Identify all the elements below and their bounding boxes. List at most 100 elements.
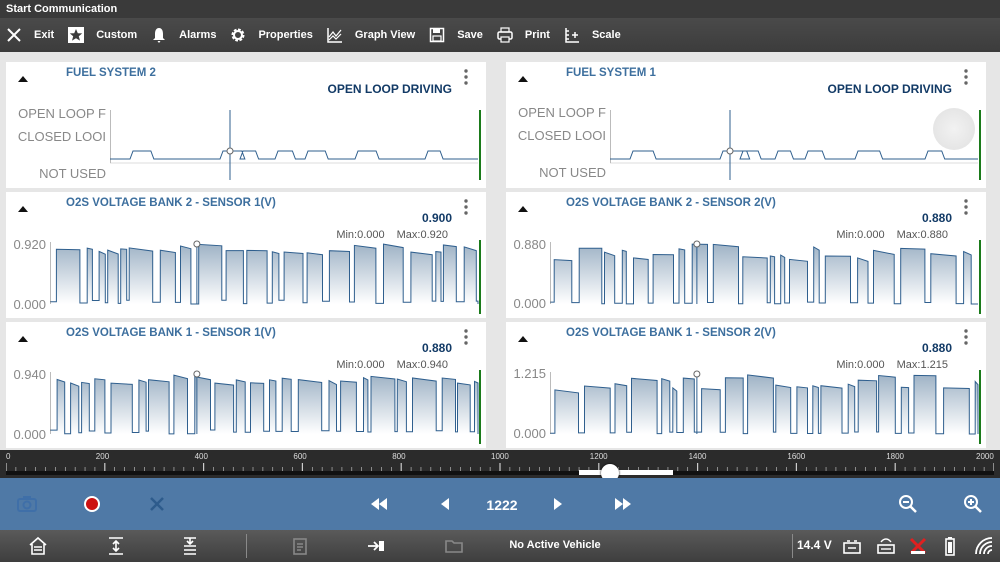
folder-icon[interactable] <box>444 536 464 556</box>
more-menu-icon[interactable] <box>962 198 970 216</box>
collapse-arrow-icon[interactable] <box>16 72 30 86</box>
playback-bar: 1222 <box>0 478 1000 530</box>
y-max-label: 0.920 <box>13 237 46 252</box>
waveform-fill <box>550 244 978 304</box>
step-forward-icon[interactable] <box>547 494 569 514</box>
panel-title: O2S VOLTAGE BANK 1 - SENSOR 2(V) <box>566 327 776 339</box>
save-button[interactable]: Save <box>423 18 491 52</box>
camera-icon[interactable] <box>16 494 38 514</box>
zoom-out-icon[interactable] <box>897 494 919 514</box>
save-label: Save <box>457 29 483 41</box>
custom-button[interactable]: Custom <box>62 18 145 52</box>
panel-o2s-bank2-sensor2: O2S VOLTAGE BANK 2 - SENSOR 2(V) 0.880 M… <box>506 192 986 318</box>
timeline-tick-label: 0 <box>6 452 11 461</box>
bell-icon <box>153 28 166 43</box>
printer-icon <box>497 27 513 43</box>
clipboard-icon[interactable] <box>290 536 310 556</box>
current-value: OPEN LOOP DRIVING <box>327 82 452 96</box>
more-menu-icon[interactable] <box>462 328 470 346</box>
current-value: 0.880 <box>921 211 952 225</box>
collapse-icon[interactable] <box>180 536 200 556</box>
record-icon[interactable] <box>81 494 103 514</box>
y-label-closed-loop: CLOSED LOOI <box>17 129 106 144</box>
waveform-trace <box>550 374 979 435</box>
y-label-open-loop: OPEN LOOP F <box>518 105 606 120</box>
timeline-selected-range[interactable] <box>579 470 673 475</box>
vehicle-status: No Active Vehicle <box>509 539 601 551</box>
step-back-icon[interactable] <box>434 494 456 514</box>
print-button[interactable]: Print <box>491 18 558 52</box>
state-trace <box>110 150 478 160</box>
exit-button[interactable]: Exit <box>0 18 62 52</box>
floppy-icon <box>429 27 445 43</box>
gear-icon <box>231 28 245 42</box>
max-value: Max:1.215 <box>896 359 948 371</box>
max-value: Max:0.940 <box>396 359 448 371</box>
fast-forward-icon[interactable] <box>612 494 634 514</box>
timeline-tick-label: 800 <box>392 452 406 461</box>
collapse-arrow-icon[interactable] <box>516 72 530 86</box>
max-value: Max:0.880 <box>896 229 948 241</box>
panel-title: FUEL SYSTEM 1 <box>566 67 656 79</box>
properties-button[interactable]: Properties <box>224 18 320 52</box>
panel-title: FUEL SYSTEM 2 <box>66 67 156 79</box>
panel-o2s-bank1-sensor2: O2S VOLTAGE BANK 1 - SENSOR 2(V) 0.880 M… <box>506 322 986 448</box>
y-label-not-used: NOT USED <box>39 166 106 181</box>
no-connection-icon <box>909 537 927 555</box>
status-bar: No Active Vehicle 14.4 V <box>0 530 1000 562</box>
rewind-icon[interactable] <box>368 494 390 514</box>
panel-o2s-bank1-sensor1: O2S VOLTAGE BANK 1 - SENSOR 1(V) 0.880 M… <box>6 322 486 448</box>
alarms-label: Alarms <box>179 29 217 41</box>
collapse-arrow-icon[interactable] <box>16 332 30 346</box>
o2s-bank1-sensor2-plot[interactable] <box>550 370 982 444</box>
graph-view-button[interactable]: Graph View <box>321 18 423 52</box>
o2s-bank2-sensor1-plot[interactable] <box>50 240 482 314</box>
y-min-label: 0.000 <box>13 427 46 442</box>
close-icon <box>7 28 21 42</box>
current-value: 0.880 <box>921 341 952 355</box>
more-menu-icon[interactable] <box>462 198 470 216</box>
min-value: Min:0.000 <box>836 229 885 241</box>
more-menu-icon[interactable] <box>962 328 970 346</box>
timeline-track[interactable] <box>6 471 994 475</box>
wifi-icon <box>975 537 993 555</box>
current-value: 0.900 <box>421 211 452 225</box>
more-menu-icon[interactable] <box>962 68 970 86</box>
cursor-point <box>693 370 701 378</box>
panel-fuel-system-2: FUEL SYSTEM 2 OPEN LOOP DRIVING OPEN LOO… <box>6 62 486 188</box>
timeline-tick-label: 2000 <box>976 452 994 461</box>
y-max-label: 1.215 <box>513 366 546 381</box>
fuel-system-2-plot[interactable] <box>110 108 482 186</box>
collapse-arrow-icon[interactable] <box>516 332 530 346</box>
graph-view-label: Graph View <box>354 29 416 41</box>
timeline-tick-label: 1800 <box>886 452 904 461</box>
cancel-icon[interactable] <box>146 494 168 514</box>
more-menu-icon[interactable] <box>462 68 470 86</box>
timeline-thumb[interactable] <box>600 464 619 482</box>
waveform-trace <box>550 243 978 305</box>
expand-icon[interactable] <box>106 536 126 556</box>
timeline-tick-label: 600 <box>293 452 307 461</box>
min-max: Min:0.000 Max:0.920 <box>336 229 448 241</box>
timeline-slider[interactable]: 0 200 400 600 800 1000 1200 1400 1600 1800 2000 <box>0 450 1000 482</box>
zoom-in-icon[interactable] <box>962 494 984 514</box>
cursor-point <box>193 240 201 248</box>
scale-button[interactable]: Scale <box>558 18 629 52</box>
min-value: Min:0.000 <box>836 359 885 371</box>
waveform-trace <box>50 374 479 435</box>
home-icon[interactable] <box>28 536 48 556</box>
o2s-bank2-sensor2-plot[interactable] <box>550 240 982 314</box>
fuel-system-1-plot[interactable] <box>610 108 982 186</box>
panel-fuel-system-1: FUEL SYSTEM 1 OPEN LOOP DRIVING OPEN LOO… <box>506 62 986 188</box>
min-value: Min:0.000 <box>336 229 385 241</box>
collapse-arrow-icon[interactable] <box>516 202 530 216</box>
properties-label: Properties <box>258 29 313 41</box>
alarms-button[interactable]: Alarms <box>145 18 224 52</box>
title-bar: Start Communication <box>0 0 1000 18</box>
collapse-arrow-icon[interactable] <box>16 202 30 216</box>
connect-icon[interactable] <box>366 536 386 556</box>
y-min-label: 0.000 <box>13 297 46 312</box>
o2s-bank1-sensor1-plot[interactable] <box>50 370 482 444</box>
waveform-fill <box>50 244 478 304</box>
